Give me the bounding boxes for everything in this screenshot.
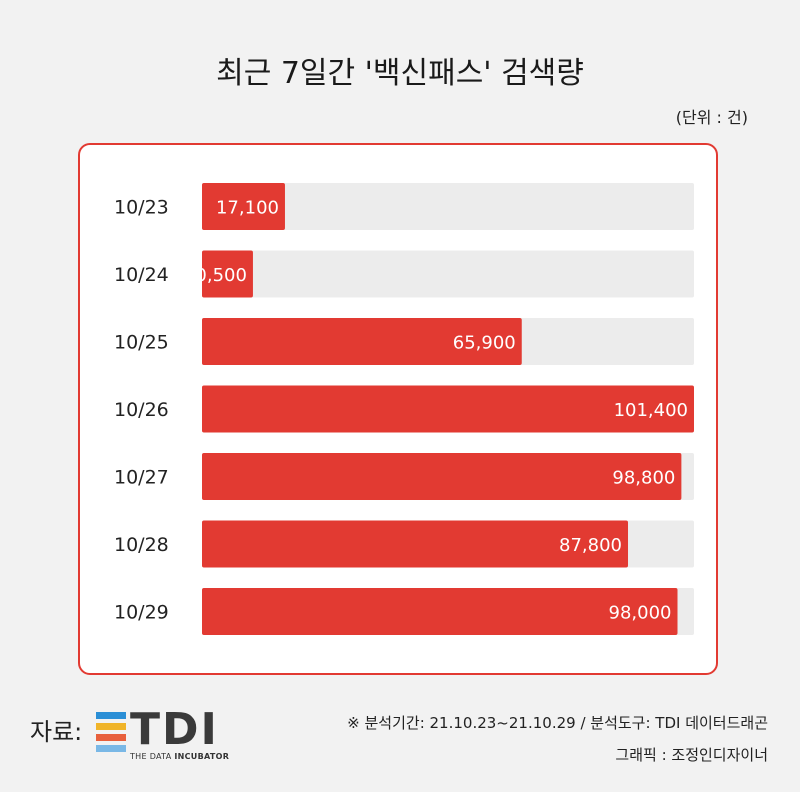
category-label: 10/24: [114, 264, 169, 286]
bar: [202, 183, 285, 230]
logo-text: TDI: [130, 704, 219, 755]
category-label: 10/27: [114, 467, 169, 489]
value-label: 98,800: [612, 468, 675, 489]
category-label: 10/29: [114, 602, 169, 624]
category-label: 10/23: [114, 197, 169, 219]
value-label: 98,000: [609, 603, 672, 624]
logo-subtitle: THE DATA INCUBATOR: [130, 752, 229, 761]
value-label: 101,400: [614, 400, 688, 421]
value-label: 17,100: [216, 198, 279, 219]
bar: [202, 453, 682, 500]
graphic-credit: 그래픽 : 조정인디자이너: [615, 746, 768, 764]
bar-chart: 10/23 17,100 10/24 10,500 10/25 65,900 10/26 10…: [114, 183, 694, 635]
logo-stripes-icon: [96, 712, 126, 752]
value-label: 10,500: [184, 265, 247, 286]
category-label: 10/28: [114, 534, 169, 556]
value-label: 65,900: [453, 333, 516, 354]
bar: [202, 318, 522, 365]
chart-title: 최근 7일간 '백신패스' 검색량: [216, 56, 584, 91]
value-label: 87,800: [559, 535, 622, 556]
analysis-note: ※ 분석기간: 21.10.23~21.10.29 / 분석도구: TDI 데이…: [347, 714, 768, 732]
bar-track: [202, 183, 694, 230]
category-label: 10/25: [114, 332, 169, 354]
category-label: 10/26: [114, 399, 169, 421]
logo-subtitle-plain: THE DATA: [130, 752, 175, 761]
bar: [202, 385, 694, 433]
bar: [202, 250, 253, 298]
logo-subtitle-bold: INCUBATOR: [174, 752, 230, 761]
unit-label: (단위 : 건): [675, 108, 748, 127]
bar: [202, 588, 678, 635]
tdi-logo: TDI THE DATA INCUBATOR: [96, 704, 246, 764]
bar: [202, 520, 629, 568]
bar-track: [202, 250, 694, 298]
chart-panel: 10/23 17,100 10/24 10,500 10/25 65,900 10/26 10…: [78, 143, 718, 675]
source-label: 자료:: [30, 718, 83, 746]
